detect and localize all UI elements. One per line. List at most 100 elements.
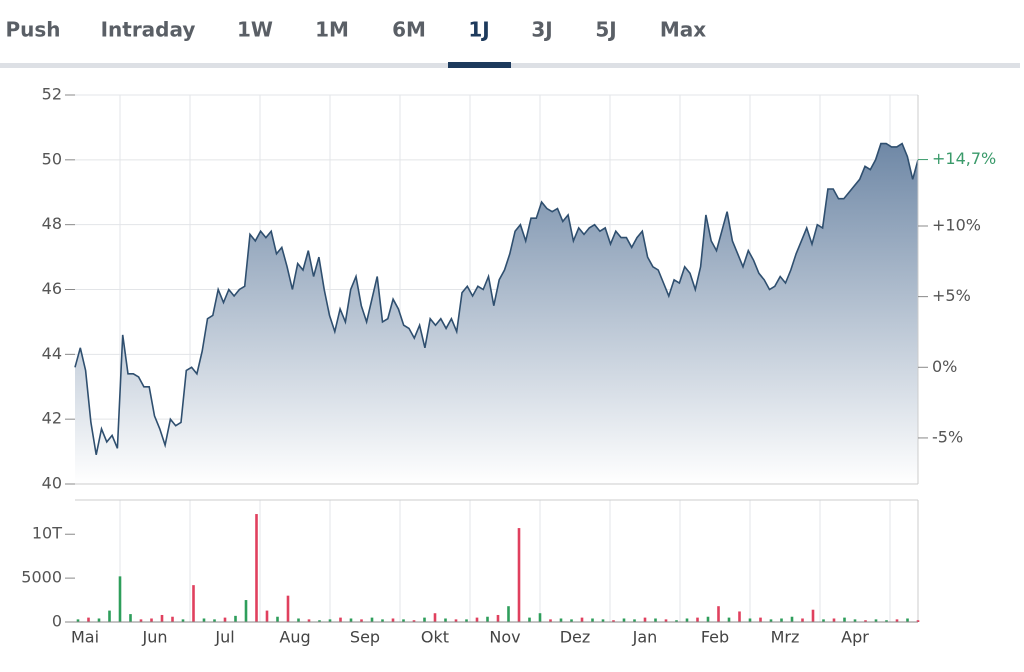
volume-bar <box>486 616 489 622</box>
volume-bar <box>444 618 447 622</box>
volume-bar <box>97 618 101 622</box>
volume-bar <box>717 606 720 622</box>
volume-bar <box>118 576 122 622</box>
x-tick-label: Jan <box>632 628 658 647</box>
volume-bar <box>496 614 500 622</box>
tab[interactable]: 1M <box>315 18 349 42</box>
volume-bar <box>738 611 741 622</box>
volume-bar <box>349 618 353 622</box>
y-tick-label: 44 <box>42 344 62 363</box>
volume-bar <box>381 619 384 622</box>
volume-bar <box>538 613 542 622</box>
volume-bar <box>759 617 762 622</box>
y-tick-label: 5000 <box>21 568 62 587</box>
x-tick-label: Mrz <box>771 628 800 647</box>
volume-bar <box>633 619 636 622</box>
volume-bar <box>559 618 563 622</box>
volume-bar <box>465 619 468 622</box>
volume-bar <box>528 617 531 622</box>
volume-bar <box>811 609 815 622</box>
volume-bar <box>727 617 731 622</box>
volume-bar <box>192 585 195 622</box>
volume-bar <box>591 618 594 622</box>
tab[interactable]: Max <box>660 18 706 42</box>
y-tick-label: 40 <box>42 474 62 493</box>
tab[interactable]: 1W <box>237 18 273 42</box>
volume-bar <box>265 610 269 622</box>
volume-bar <box>706 616 710 622</box>
volume-bar <box>244 600 248 622</box>
volume-bar <box>139 619 143 622</box>
volume-bar <box>276 616 279 622</box>
x-tick-label: Okt <box>421 628 449 647</box>
volume-bar <box>339 617 342 622</box>
volume-bar <box>885 620 888 622</box>
tab[interactable]: 3J <box>531 18 552 42</box>
tab[interactable]: 1J <box>468 18 489 42</box>
y-tick-label: 0 <box>52 612 62 631</box>
x-tick-label: Nov <box>489 628 520 647</box>
volume-bar <box>654 618 657 622</box>
volume-bar <box>108 610 111 622</box>
volume-bar <box>213 619 216 622</box>
volume-bar <box>906 618 909 622</box>
y-tick-label: 52 <box>42 85 62 104</box>
volume-bar <box>601 619 605 622</box>
volume-bar <box>780 618 783 622</box>
volume-bar <box>822 619 825 622</box>
volume-bar <box>307 619 311 622</box>
x-tick-label: Jun <box>142 628 168 647</box>
volume-bar <box>507 606 510 622</box>
volume-bar <box>223 617 227 622</box>
volume-bar <box>328 619 332 622</box>
y-tick-label: 42 <box>42 409 62 428</box>
tab[interactable]: Push <box>5 18 60 42</box>
volume-bar <box>696 617 699 622</box>
tab[interactable]: Intraday <box>101 18 196 42</box>
volume-bar <box>801 618 804 622</box>
x-tick-label: Apr <box>841 628 869 647</box>
volume-bar <box>286 595 290 622</box>
volume-bar <box>87 617 90 622</box>
volume-bar <box>622 618 626 622</box>
volume-bar <box>234 615 237 622</box>
volume-bar <box>412 620 416 622</box>
volume-bar <box>675 620 678 622</box>
volume-bar <box>255 514 258 622</box>
volume-bar <box>297 618 300 622</box>
volume-bar <box>360 619 363 622</box>
y2-tick-label: 0% <box>932 357 957 376</box>
volume-bar <box>748 618 752 622</box>
volume-bar <box>843 617 846 622</box>
volume-bar <box>916 620 920 622</box>
x-tick-label: Feb <box>701 628 729 647</box>
volume-bar <box>402 619 405 622</box>
volume-bar <box>454 619 458 622</box>
last-change-label: +14,7% <box>932 149 996 168</box>
y2-tick-label: +10% <box>932 215 981 234</box>
volume-bar <box>475 617 479 622</box>
y2-tick-label: +5% <box>932 286 971 305</box>
volume-bar <box>580 617 584 622</box>
tab[interactable]: 5J <box>595 18 616 42</box>
price-line <box>74 142 919 455</box>
x-tick-label: Sep <box>350 628 380 647</box>
volume-bar <box>517 528 521 622</box>
price-area <box>75 143 918 484</box>
y-tick-label: 10T <box>32 524 62 543</box>
y-tick-label: 48 <box>42 214 62 233</box>
x-tick-label: Dez <box>560 628 591 647</box>
volume-bar <box>874 619 878 622</box>
volume-bar <box>150 618 153 622</box>
tab[interactable]: 6M <box>392 18 426 42</box>
volume-bar <box>76 619 80 622</box>
volume-bar <box>370 617 374 622</box>
volume-bar <box>685 618 689 622</box>
volume-bar <box>643 617 647 622</box>
volume-bar <box>160 614 164 622</box>
volume-bar <box>391 618 395 622</box>
volume-bar <box>853 619 857 622</box>
volume-bar <box>433 613 437 622</box>
